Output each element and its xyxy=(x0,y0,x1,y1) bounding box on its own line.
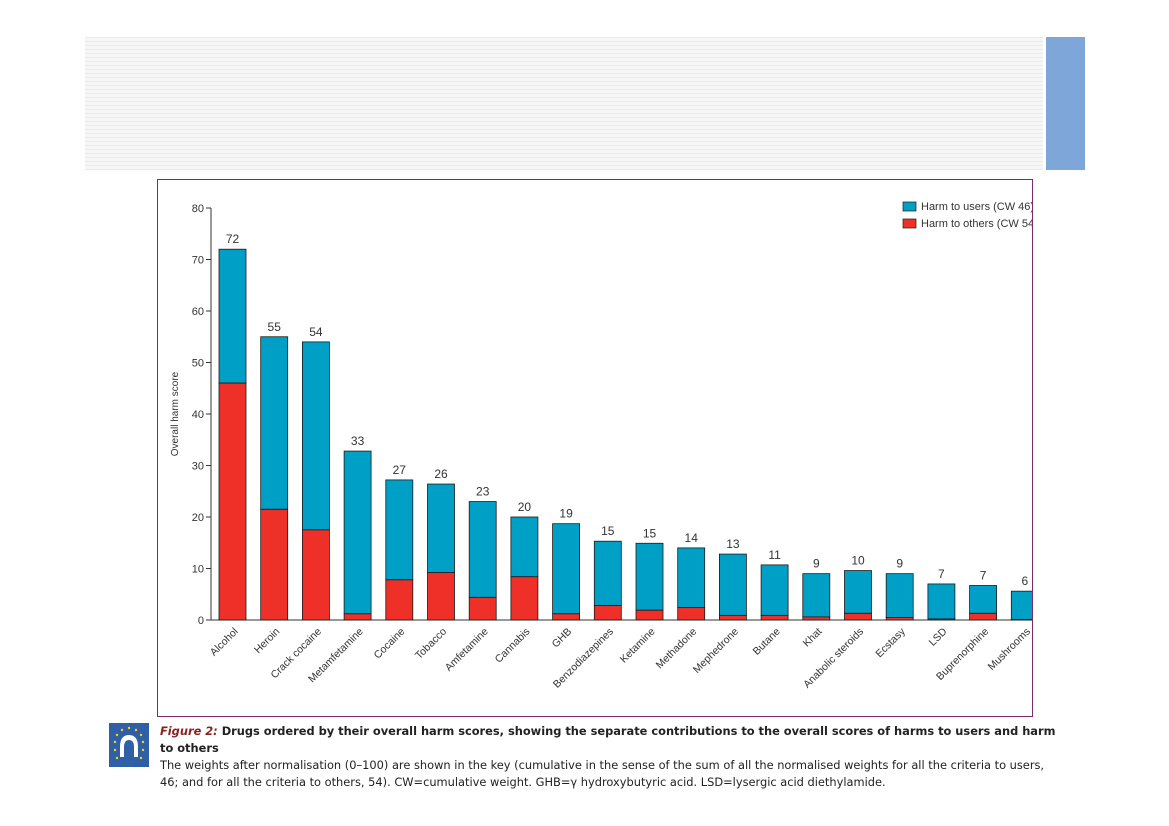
bar-others-segment xyxy=(343,613,372,621)
bar-others-segment xyxy=(760,614,789,621)
bar-total-label: 7 xyxy=(938,567,945,581)
caption-body: The weights after normalisation (0–100) … xyxy=(160,758,1045,789)
bar-total-label: 10 xyxy=(851,554,865,568)
x-category-label: Amfetamine xyxy=(443,626,491,674)
bar-others-segment xyxy=(969,612,997,621)
y-tick-label: 50 xyxy=(192,358,204,370)
y-axis-title: Overall harm score xyxy=(170,371,181,456)
x-category-label: Mephedrone xyxy=(691,626,741,676)
x-category-label: Mushrooms xyxy=(986,626,1032,673)
bar-others-segment xyxy=(552,613,581,621)
bar-others-segment xyxy=(385,579,414,621)
bar-total-label: 15 xyxy=(643,526,657,540)
bar-total-label: 13 xyxy=(726,537,740,551)
bar-others-segment xyxy=(719,614,747,621)
y-tick-label: 30 xyxy=(192,461,204,473)
bar-users-segment xyxy=(969,585,997,614)
x-category-label: Khat xyxy=(801,626,825,650)
bar-others-segment xyxy=(1010,619,1032,621)
bar-users-segment xyxy=(844,570,872,614)
bar-users-segment xyxy=(927,583,956,620)
bar-total-label: 15 xyxy=(601,524,615,538)
y-tick-label: 0 xyxy=(198,615,204,627)
bar-total-label: 72 xyxy=(226,232,240,246)
bar-users-segment xyxy=(1010,590,1032,620)
bar-users-segment xyxy=(677,547,706,609)
bar-others-segment xyxy=(844,612,872,621)
bar-users-segment xyxy=(218,248,247,384)
harm-score-chart: 0 10 20 30 40 50 60 70 80 Overall harm score 72 Alc… xyxy=(170,201,1032,691)
bar-users-segment xyxy=(260,336,289,510)
bar-total-label: 27 xyxy=(393,463,407,477)
legend-swatch xyxy=(902,218,917,229)
header-banner xyxy=(85,37,1043,170)
bar-users-segment xyxy=(468,501,497,598)
caption-title-text: Drugs ordered by their overall harm scor… xyxy=(160,724,1056,755)
bar-total-label: 9 xyxy=(896,557,903,571)
bar-users-segment xyxy=(343,450,372,615)
x-category-label: Ketamine xyxy=(618,626,658,666)
logo-icon xyxy=(109,723,149,767)
bar-total-label: 33 xyxy=(351,434,365,448)
caption-figure-label: Figure 2: xyxy=(160,724,218,738)
figure-caption: Figure 2: Drugs ordered by their overall… xyxy=(160,723,1060,791)
bar-users-segment xyxy=(593,540,622,606)
bar-users-segment xyxy=(885,573,914,618)
bar-total-label: 7 xyxy=(980,568,987,582)
y-tick-label: 80 xyxy=(192,203,204,215)
bar-users-segment xyxy=(427,483,455,574)
bar-others-segment xyxy=(468,596,497,621)
bar-total-label: 19 xyxy=(559,507,573,521)
bar-others-segment xyxy=(218,382,247,621)
legend-swatch xyxy=(902,201,917,212)
x-category-label: Cannabis xyxy=(493,626,533,666)
bar-users-segment xyxy=(385,479,414,581)
bar-others-segment xyxy=(260,508,289,621)
bar-total-label: 11 xyxy=(768,548,781,562)
x-category-label: Heroin xyxy=(252,626,282,656)
bar-total-label: 14 xyxy=(685,531,699,545)
bar-users-segment xyxy=(552,523,581,615)
bar-total-label: 9 xyxy=(813,557,820,571)
bar-total-label: 54 xyxy=(309,325,323,339)
banner-accent-bar xyxy=(1046,37,1085,170)
bar-others-segment xyxy=(593,605,622,621)
bar-users-segment xyxy=(635,542,664,611)
x-category-label: Cocaine xyxy=(372,626,408,662)
x-category-label: Alcohol xyxy=(208,626,241,659)
bar-total-label: 20 xyxy=(518,500,532,514)
bar-total-label: 26 xyxy=(434,467,448,481)
bar-others-segment xyxy=(802,616,831,621)
bar-users-segment xyxy=(802,573,831,618)
x-category-label: Ecstasy xyxy=(873,625,908,660)
bar-users-segment xyxy=(719,553,747,616)
bar-users-segment xyxy=(760,564,789,616)
bar-others-segment xyxy=(635,609,664,621)
x-category-label: LSD xyxy=(927,625,950,648)
bar-others-segment xyxy=(885,617,914,621)
bar-others-segment xyxy=(427,572,455,621)
x-category-label: GHB xyxy=(550,626,575,651)
y-tick-label: 20 xyxy=(192,512,204,524)
bar-others-segment xyxy=(510,576,539,621)
y-tick-label: 60 xyxy=(192,306,204,318)
y-tick-label: 10 xyxy=(192,564,204,576)
caption-title: Figure 2: Drugs ordered by their overall… xyxy=(160,723,1060,757)
bar-total-label: 55 xyxy=(268,320,282,334)
legend-label: Harm to others (CW 54) xyxy=(921,218,1032,230)
bar-others-segment xyxy=(301,529,330,621)
bar-total-label: 23 xyxy=(476,485,490,499)
bar-users-segment xyxy=(301,341,330,531)
y-tick-label: 70 xyxy=(192,255,204,267)
bar-others-segment xyxy=(927,618,956,621)
x-category-label: Butane xyxy=(751,626,783,658)
y-tick-label: 40 xyxy=(192,409,204,421)
chart-frame: 0 10 20 30 40 50 60 70 80 Overall harm score 72 Alc… xyxy=(157,179,1033,717)
bar-total-label: 6 xyxy=(1021,574,1028,588)
bar-others-segment xyxy=(677,607,706,621)
legend-label: Harm to users (CW 46) xyxy=(921,201,1032,213)
bar-users-segment xyxy=(510,516,539,578)
x-category-label: Tobacco xyxy=(413,626,449,662)
